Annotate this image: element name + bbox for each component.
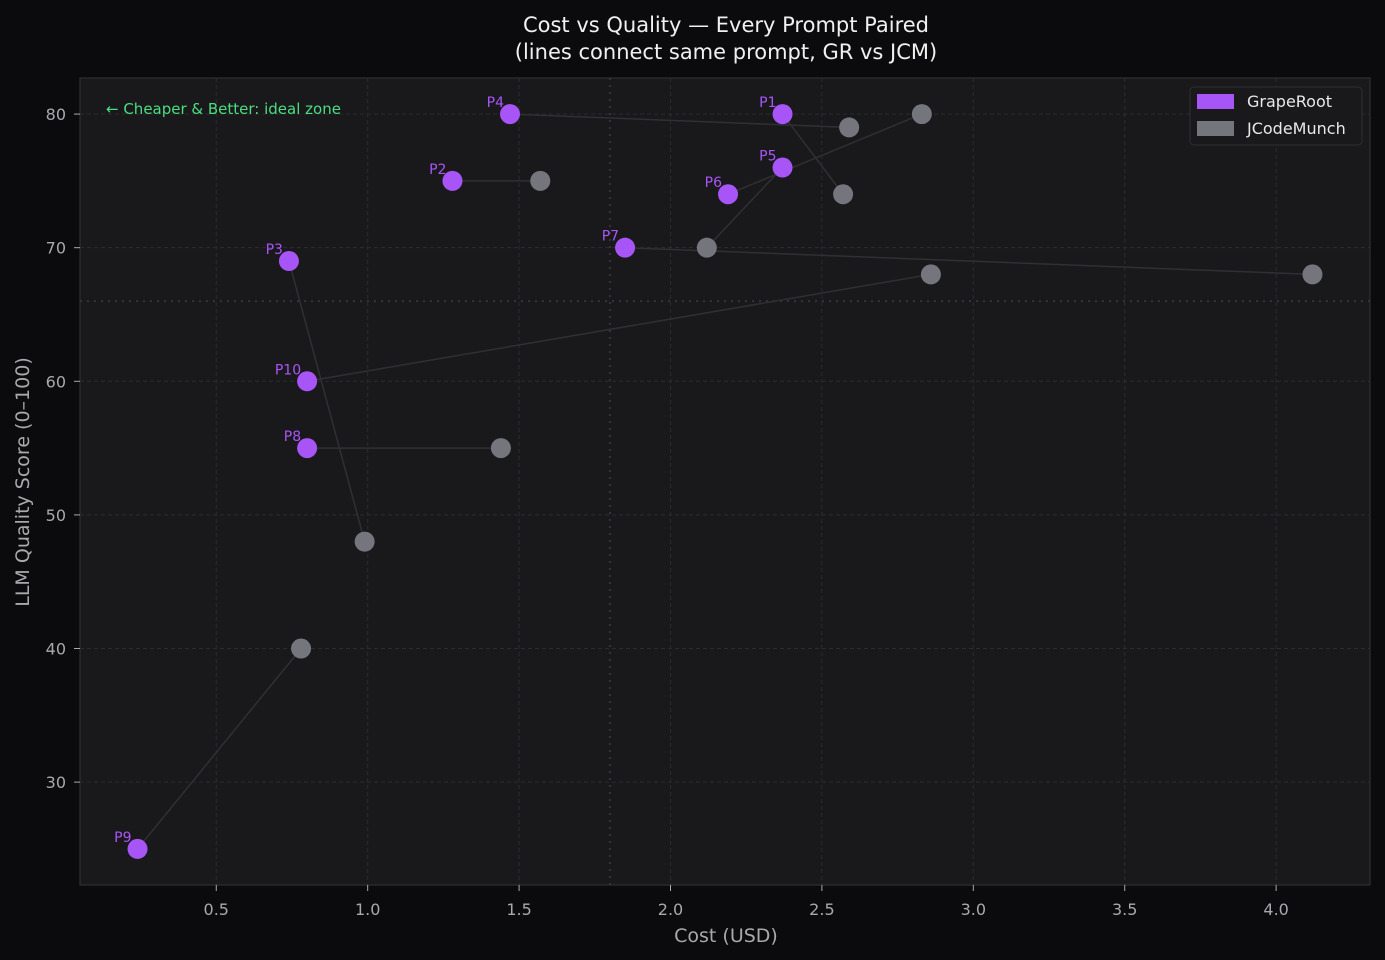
jcodemunch-point [291, 638, 312, 659]
y-tick-label: 70 [46, 239, 66, 258]
pair-line [136, 648, 302, 850]
pair-line [625, 246, 1313, 276]
legend-label-graperoot: GrapeRoot [1247, 92, 1332, 111]
x-tick-label: 2.5 [809, 900, 834, 919]
point-label: P4 [487, 95, 504, 111]
pair-line [706, 167, 784, 249]
legend-swatch-graperoot [1197, 94, 1234, 109]
graperoot-point [297, 438, 318, 459]
pair-line [306, 273, 932, 383]
graperoot-point [442, 170, 463, 191]
jcodemunch-point [490, 438, 511, 459]
graperoot-point [500, 104, 520, 125]
jcodemunch-point [530, 170, 551, 191]
reference-lines [80, 78, 1370, 885]
data-points: P1 P2 P3 P4 P5 P6 P7 P8 P9 P10 [114, 95, 1323, 859]
y-tick-label: 40 [46, 640, 66, 659]
x-tick-label: 2.0 [658, 900, 683, 919]
jcodemunch-point [354, 531, 375, 552]
legend-swatch-jcodemunch [1197, 121, 1234, 136]
point-label: P9 [114, 830, 131, 846]
graperoot-point [718, 184, 739, 205]
point-label: P5 [759, 149, 776, 165]
graperoot-point [615, 237, 636, 258]
jcodemunch-point [911, 104, 932, 125]
legend: GrapeRoot JCodeMunch [1189, 86, 1363, 146]
x-tick-label: 1.5 [506, 900, 531, 919]
pair-lines [136, 113, 1313, 850]
y-tick-label: 80 [46, 105, 66, 124]
pair-line [727, 113, 923, 195]
graperoot-point [127, 838, 148, 859]
x-tick-label: 1.0 [355, 900, 380, 919]
legend-label-jcodemunch: JCodeMunch [1246, 119, 1346, 138]
y-tick-label: 50 [46, 506, 66, 525]
pair-line [781, 113, 844, 195]
jcodemunch-point [839, 117, 860, 138]
point-label: P2 [429, 162, 446, 178]
point-label: P10 [275, 362, 301, 378]
x-axis-ticks: 0.5 1.0 1.5 2.0 2.5 3.0 3.5 4.0 [204, 885, 1289, 919]
point-label: P8 [284, 429, 301, 445]
x-tick-label: 0.5 [204, 900, 229, 919]
chart-title: Cost vs Quality — Every Prompt Paired [523, 13, 929, 37]
graperoot-point [278, 251, 299, 272]
jcodemunch-point [1302, 264, 1323, 285]
y-tick-label: 30 [46, 773, 66, 792]
graperoot-point [772, 157, 793, 178]
graperoot-point [772, 104, 793, 125]
y-axis-ticks: 30 40 50 60 70 80 [46, 105, 80, 792]
x-tick-label: 4.0 [1263, 900, 1288, 919]
ideal-zone-annotation: ← Cheaper & Better: ideal zone [106, 100, 341, 118]
grid-lines [80, 78, 1370, 885]
pair-line [288, 260, 366, 542]
point-label: P3 [266, 242, 283, 258]
plot-area [79, 77, 1371, 886]
x-axis-label: Cost (USD) [674, 925, 778, 947]
x-tick-label: 3.5 [1112, 900, 1137, 919]
graperoot-point [297, 371, 318, 392]
point-label: P1 [759, 95, 776, 111]
jcodemunch-point [920, 264, 941, 285]
x-tick-label: 3.0 [961, 900, 986, 919]
pair-line [509, 113, 850, 129]
jcodemunch-point [833, 184, 854, 205]
chart-subtitle: (lines connect same prompt, GR vs JCM) [515, 40, 937, 64]
point-label: P7 [602, 229, 619, 245]
y-axis-label: LLM Quality Score (0–100) [12, 357, 34, 606]
y-tick-label: 60 [46, 372, 66, 391]
jcodemunch-point [696, 237, 717, 258]
point-label: P6 [705, 175, 722, 191]
